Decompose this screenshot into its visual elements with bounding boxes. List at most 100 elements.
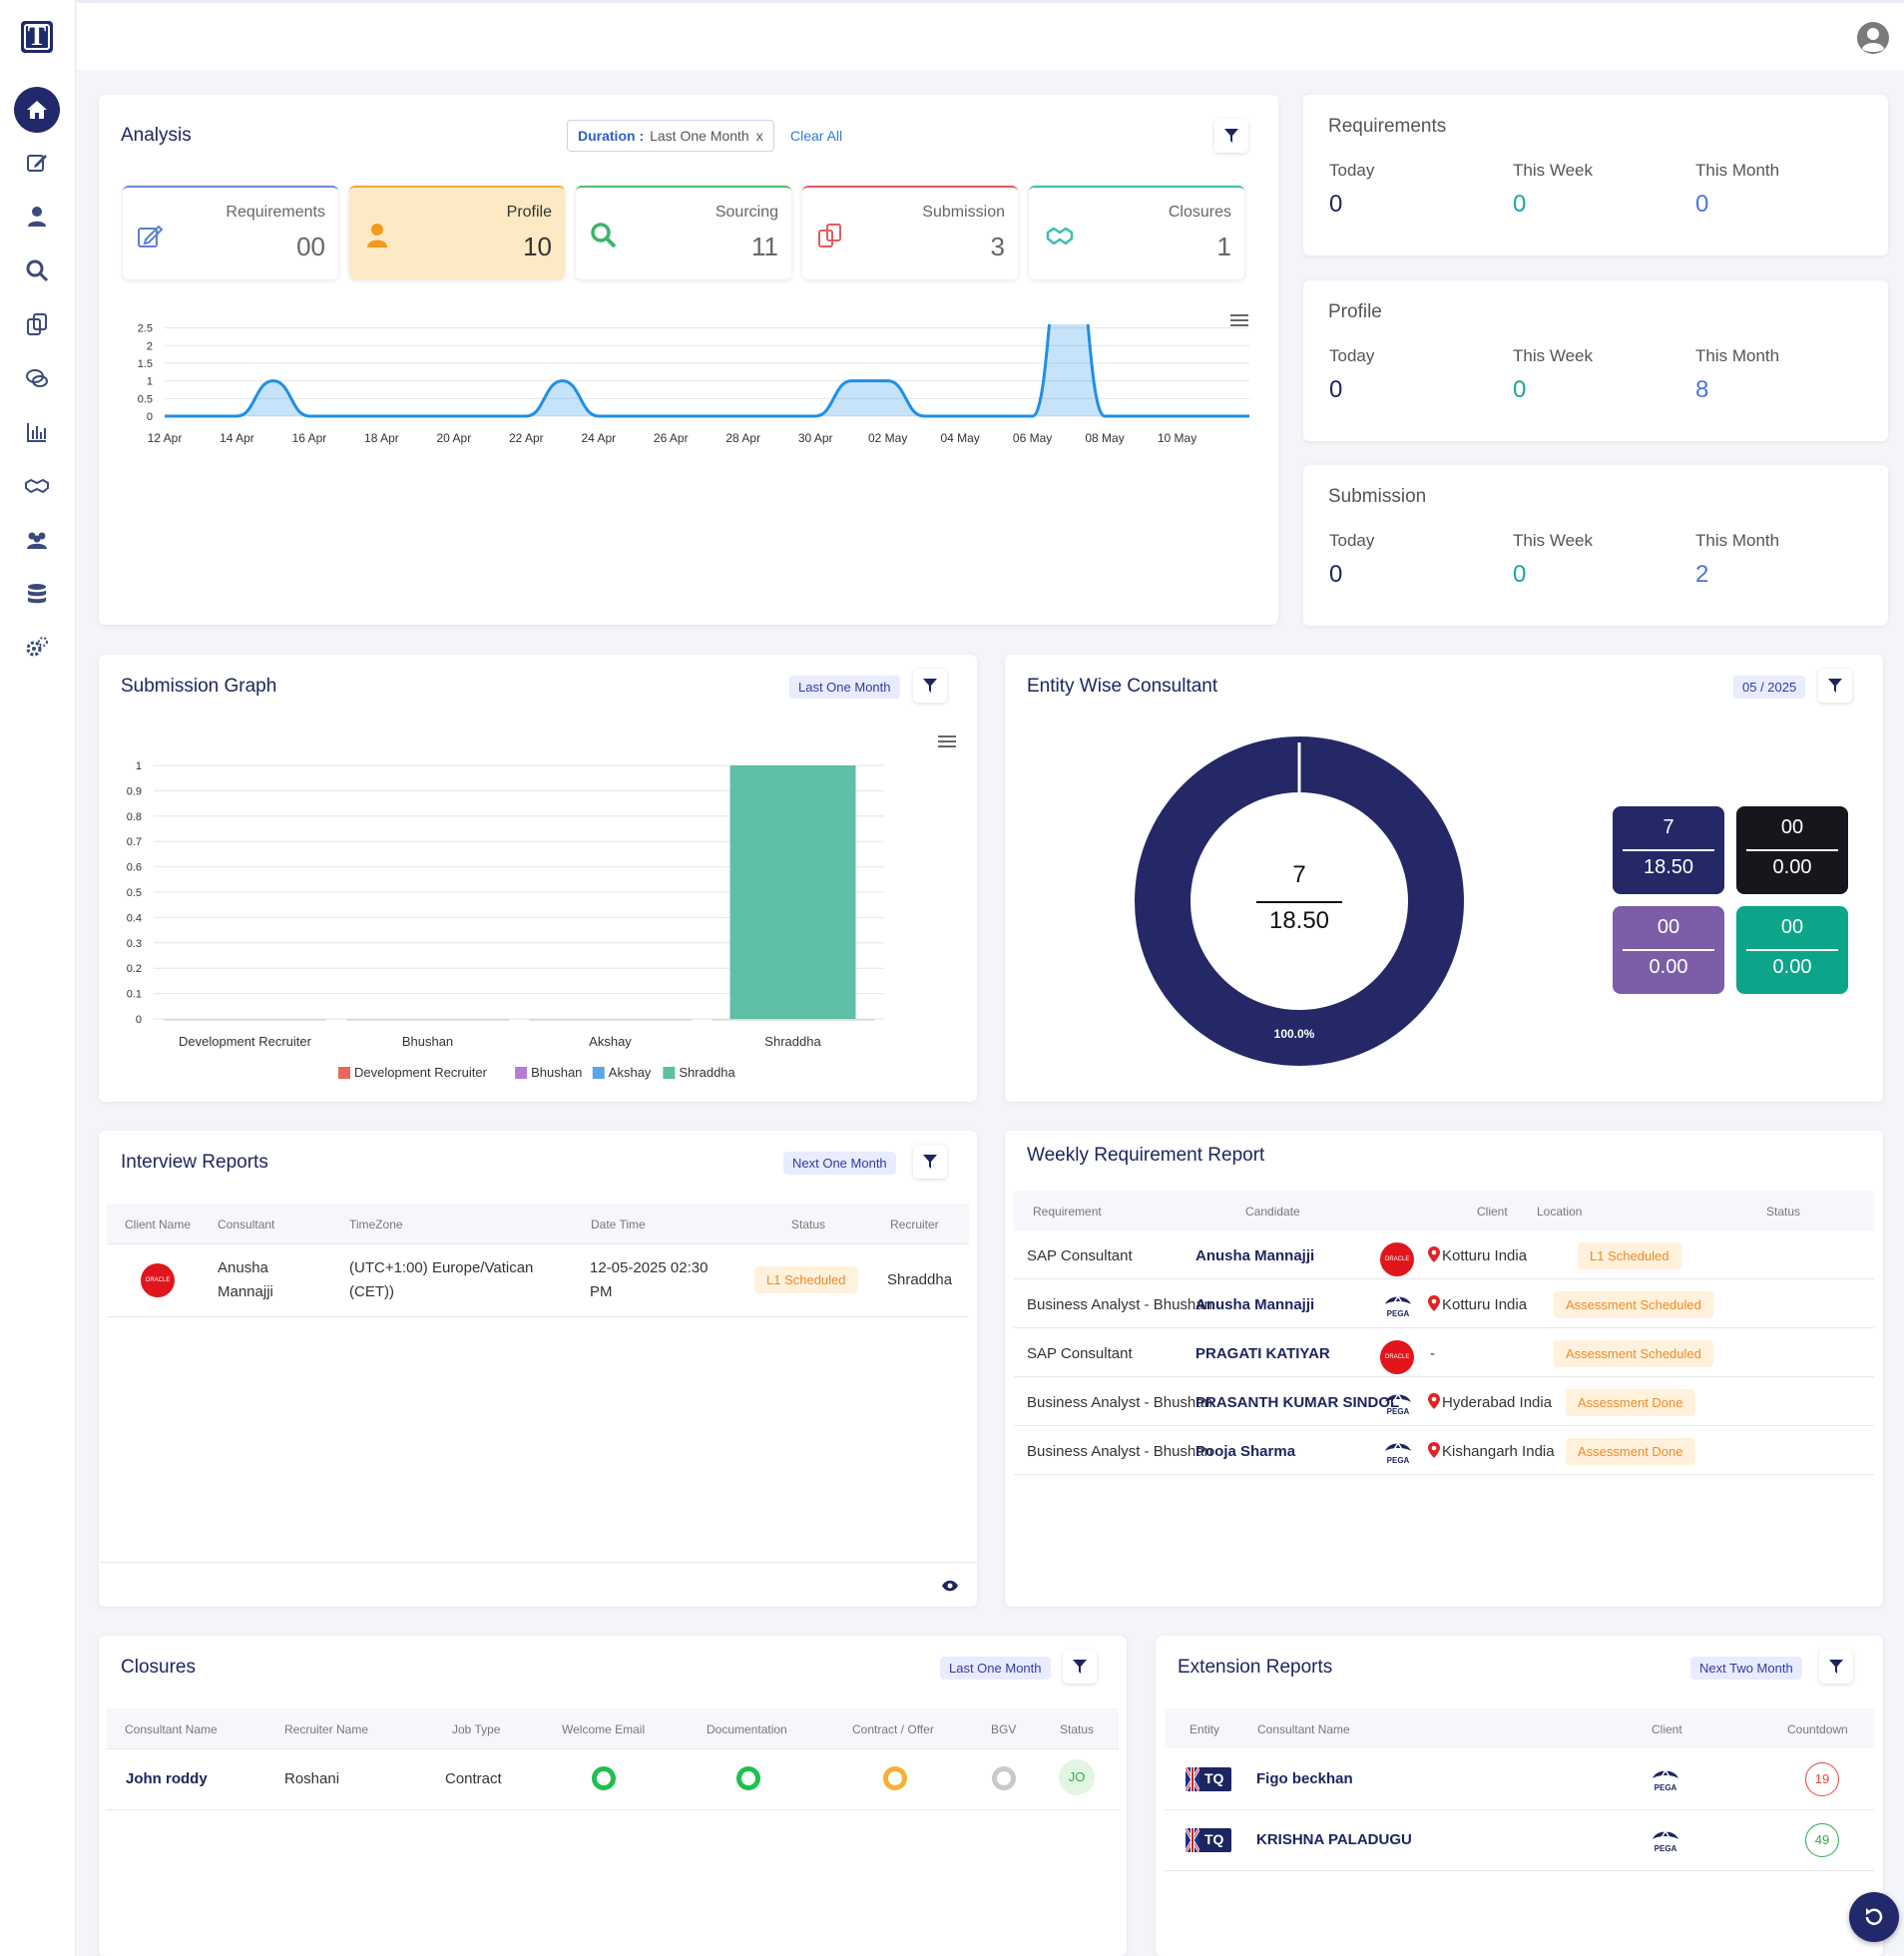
nav-interviews[interactable]: [14, 355, 60, 401]
chart-menu-icon[interactable]: [938, 734, 956, 748]
documentation-status-icon[interactable]: [736, 1766, 760, 1790]
kpi-value: 1: [1216, 232, 1231, 261]
legend-item[interactable]: Shraddha: [663, 1065, 736, 1080]
duration-chip[interactable]: Duration : Last One Month x: [567, 120, 774, 152]
area-line: [165, 324, 1249, 418]
y-tick-label: 2.5: [138, 324, 153, 335]
nav-home[interactable]: [14, 87, 60, 133]
extension-filter-button[interactable]: [1819, 1650, 1853, 1684]
submission-bar-chart: 0 0.1 0.2 0.3 0.4 0.5 0.6 0.7 0.8 0.9 1 Development…: [127, 760, 884, 1080]
entity-box-value: 18.50: [1643, 856, 1694, 878]
entity-filter-button[interactable]: [1818, 669, 1852, 703]
submission-graph-filter-button[interactable]: [913, 669, 947, 703]
weekly-title: Weekly Requirement Report: [1027, 1145, 1265, 1166]
requirement-name: Business Analyst - Bhushan: [1027, 1296, 1212, 1313]
candidate-name[interactable]: Pooja Sharma: [1195, 1443, 1296, 1460]
extension-duration-pill[interactable]: Next Two Month: [1690, 1657, 1802, 1680]
kpi-closures[interactable]: Closures 1: [1029, 186, 1244, 279]
requirement-name: SAP Consultant: [1027, 1247, 1133, 1264]
closures-duration-pill[interactable]: Last One Month: [940, 1657, 1051, 1680]
requirement-name: SAP Consultant: [1027, 1345, 1133, 1362]
y-tick-label: 0: [147, 411, 153, 423]
home-icon: [27, 101, 47, 119]
entity-flag-badge: TQ: [1186, 1767, 1231, 1791]
closures-filter-button[interactable]: [1063, 1650, 1097, 1684]
countdown-badge: 19: [1805, 1762, 1839, 1796]
today-value: 0: [1329, 561, 1343, 588]
nav-team[interactable]: [14, 517, 60, 563]
pega-logo-text: PEGA: [1387, 1407, 1410, 1416]
legend-item[interactable]: Bhushan: [515, 1065, 582, 1080]
interview-duration-pill[interactable]: Next One Month: [783, 1152, 896, 1175]
nav-profile[interactable]: [14, 194, 60, 240]
x-tick-label: 06 May: [1013, 431, 1052, 445]
clear-all-link[interactable]: Clear All: [790, 128, 843, 144]
col-status: Status: [1060, 1722, 1095, 1736]
kpi-label: Submission: [922, 204, 1005, 221]
nav-reports[interactable]: [14, 409, 60, 455]
contract-offer-status-icon[interactable]: [883, 1766, 907, 1790]
nav-submission[interactable]: [14, 301, 60, 347]
kpi-profile[interactable]: Profile 10: [349, 186, 565, 279]
x-tick-label: 20 Apr: [437, 431, 472, 445]
pega-logo-text: PEGA: [1655, 1844, 1677, 1853]
chart-menu-icon[interactable]: [1230, 313, 1248, 327]
legend-item[interactable]: Development Recruiter: [338, 1065, 488, 1080]
interview-filter-button[interactable]: [913, 1145, 947, 1179]
legend-item[interactable]: Akshay: [592, 1065, 652, 1080]
kpi-requirements[interactable]: Requirements 00: [123, 186, 338, 279]
x-tick-label: 28 Apr: [725, 431, 760, 445]
col-consultant: Consultant: [218, 1218, 275, 1231]
nav-search[interactable]: [14, 247, 60, 293]
candidate-name[interactable]: PRASANTH KUMAR SINDOL: [1195, 1394, 1400, 1411]
x-tick-label: Development Recruiter: [179, 1034, 312, 1049]
candidate-name[interactable]: Anusha Mannajji: [1195, 1247, 1315, 1264]
kpi-sourcing[interactable]: Sourcing 11: [576, 186, 791, 279]
analysis-filter-button[interactable]: [1214, 119, 1248, 153]
nav-settings[interactable]: [14, 625, 60, 671]
week-value: 0: [1513, 561, 1527, 588]
consultant-name[interactable]: John roddy: [126, 1770, 208, 1787]
oracle-logo-icon: ORACLE: [1380, 1242, 1414, 1276]
bar[interactable]: [729, 765, 856, 1019]
month-label: This Month: [1695, 531, 1780, 550]
month-label: This Month: [1695, 346, 1780, 365]
nav-database[interactable]: [14, 571, 60, 617]
col-consultant-name: Consultant Name: [1257, 1722, 1350, 1736]
pega-logo-icon: PEGA: [1653, 1768, 1678, 1792]
welcome-email-status-icon[interactable]: [592, 1766, 616, 1790]
extension-card: Extension Reports Next Two Month Entity …: [1156, 1636, 1883, 1956]
x-tick-label: Shraddha: [764, 1034, 821, 1049]
y-tick-label: 0.3: [127, 938, 142, 950]
analysis-title: Analysis: [121, 125, 192, 146]
nav-requirements[interactable]: [14, 140, 60, 186]
kpi-submission[interactable]: Submission 3: [802, 186, 1018, 279]
floating-refresh-button[interactable]: [1849, 1892, 1899, 1942]
nav-closures[interactable]: [14, 463, 60, 509]
area-fill: [165, 324, 1249, 416]
submission-graph-duration-pill[interactable]: Last One Month: [789, 676, 900, 699]
col-status: Status: [1766, 1205, 1801, 1219]
entity-month-pill[interactable]: 05 / 2025: [1733, 676, 1806, 699]
bgv-status-icon[interactable]: [992, 1766, 1016, 1790]
duration-clear-x[interactable]: x: [755, 128, 763, 144]
entity-box: 00 0.00: [1736, 906, 1848, 994]
users-icon: [27, 532, 47, 549]
candidate-name[interactable]: Anusha Mannajji: [1195, 1296, 1315, 1313]
filter-icon: [1073, 1660, 1087, 1674]
month-value: 2: [1695, 561, 1709, 588]
database-icon: [28, 584, 46, 604]
week-label: This Week: [1513, 161, 1593, 180]
month-label: This Month: [1695, 161, 1780, 180]
today-label: Today: [1329, 531, 1375, 550]
filter-icon: [1828, 679, 1842, 693]
y-tick-label: 2: [147, 340, 153, 352]
legend-swatch: [592, 1067, 605, 1079]
consultant-name[interactable]: Figo beckhan: [1256, 1770, 1353, 1787]
candidate-name[interactable]: PRAGATI KATIYAR: [1195, 1345, 1330, 1362]
user-avatar-icon[interactable]: [1856, 21, 1890, 55]
consultant-name[interactable]: KRISHNA PALADUGU: [1256, 1831, 1412, 1848]
today-label: Today: [1329, 346, 1375, 365]
app-logo[interactable]: T: [21, 21, 53, 53]
view-eye-icon[interactable]: [942, 1580, 958, 1592]
